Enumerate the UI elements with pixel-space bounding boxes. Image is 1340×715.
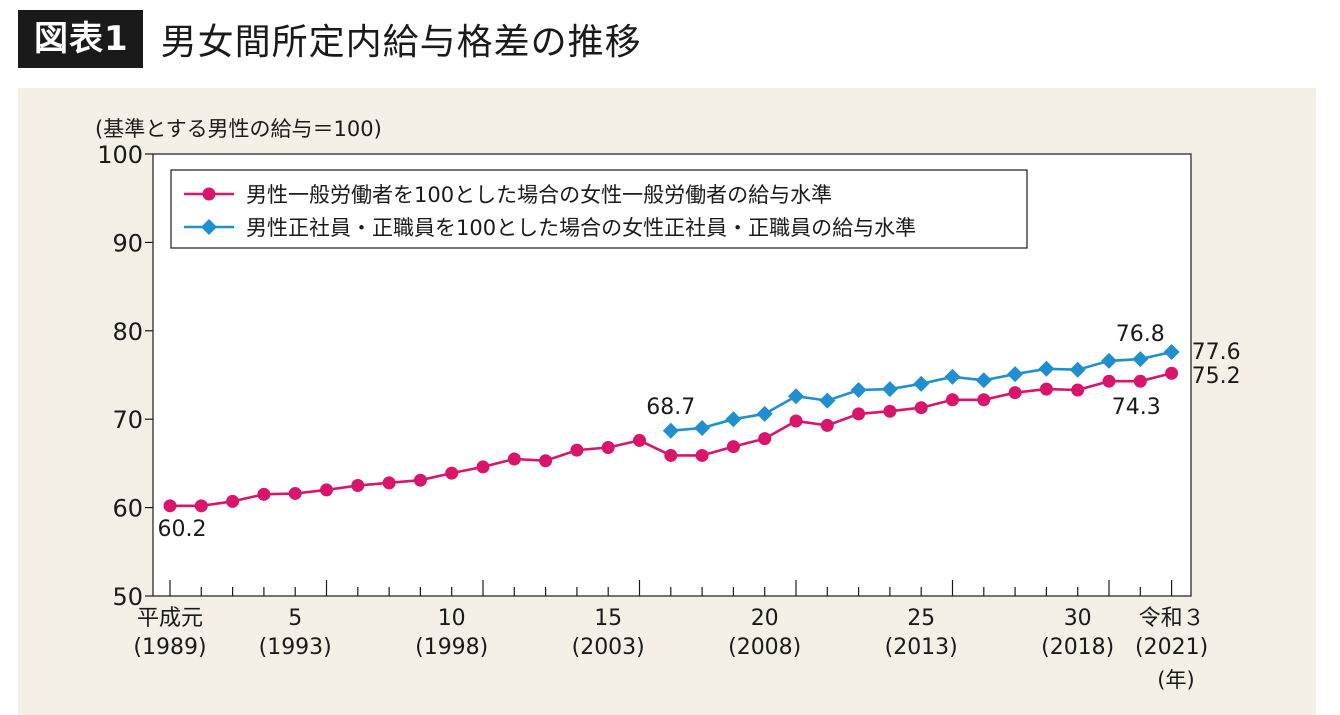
x-tick-label-year: (2008) (728, 635, 801, 660)
data-point-female-regular (975, 372, 992, 389)
x-tick-label: 5 (288, 606, 302, 631)
data-point-female-general (476, 460, 490, 474)
y-tick-label: 80 (112, 318, 143, 346)
data-label: 75.2 (1192, 364, 1241, 389)
data-point-female-general (883, 404, 897, 418)
data-point-female-general (226, 494, 240, 508)
x-tick-label: 令和３ (1139, 606, 1205, 631)
x-tick-label: 25 (907, 606, 935, 631)
data-point-female-general (1039, 382, 1053, 396)
legend-box (170, 169, 1028, 249)
data-point-female-general (320, 483, 333, 497)
data-label: 76.8 (1116, 322, 1165, 347)
x-tick-label: 20 (751, 606, 779, 631)
data-point-female-general (539, 454, 553, 468)
data-point-female-general (946, 393, 959, 407)
x-tick-label: 平成元 (137, 606, 203, 631)
y-tick-label: 70 (112, 406, 143, 434)
x-tick-label-year: (1989) (133, 635, 206, 660)
x-tick-label: 30 (1064, 606, 1092, 631)
data-point-female-regular (913, 375, 930, 392)
data-point-female-general (163, 499, 177, 513)
data-point-female-regular (1069, 361, 1086, 378)
data-point-female-regular (881, 381, 898, 398)
data-point-female-general (194, 499, 208, 513)
data-point-female-general (445, 466, 459, 480)
data-point-female-regular (756, 405, 773, 422)
y-tick-label: 60 (112, 495, 143, 523)
data-point-female-regular (1007, 366, 1024, 383)
data-point-female-general (601, 440, 615, 454)
data-label: 68.7 (646, 395, 695, 420)
data-point-female-general (382, 476, 396, 490)
data-label: 74.3 (1112, 395, 1161, 420)
x-tick-label-year: (1993) (259, 635, 332, 660)
x-tick-label-year: (2013) (885, 635, 958, 660)
y-axis-label: (基準とする男性の給与＝100) (95, 117, 382, 141)
data-point-female-general (633, 433, 646, 447)
data-point-female-regular (1132, 351, 1149, 368)
x-tick-label-year: (2018) (1041, 635, 1114, 660)
data-point-female-general (1133, 374, 1147, 388)
data-label: 60.2 (158, 517, 207, 542)
y-tick-label: 90 (112, 229, 143, 257)
x-tick-label: 10 (438, 606, 466, 631)
data-point-female-general (507, 452, 521, 466)
data-point-female-regular (662, 422, 679, 439)
data-point-female-regular (1101, 352, 1117, 369)
data-point-female-regular (944, 368, 961, 385)
figure-header: 図表1 男女間所定内給与格差の推移 (18, 10, 642, 68)
data-point-female-general (852, 407, 866, 421)
data-point-female-general (257, 487, 271, 501)
data-point-female-general (664, 448, 678, 462)
data-point-female-general (413, 473, 427, 487)
data-point-female-regular (819, 392, 836, 409)
data-point-female-general (1102, 374, 1116, 388)
data-point-female-regular (1163, 344, 1180, 361)
x-tick-label-year: (2021) (1135, 635, 1208, 660)
legend-label-female-regular: 男性正社員・正職員を100とした場合の女性正社員・正職員の給与水準 (246, 216, 916, 240)
x-tick-label-year: (1998) (415, 635, 488, 660)
data-point-female-general (351, 479, 365, 492)
x-axis-unit: (年) (1157, 668, 1194, 692)
legend-marker-female-regular (201, 219, 217, 235)
data-point-female-general (726, 440, 740, 454)
data-point-female-general (914, 401, 928, 415)
data-point-female-regular (694, 420, 711, 437)
legend-label-female-general: 男性一般労働者を100とした場合の女性一般労働者の給与水準 (246, 183, 832, 207)
x-tick-label-year: (2003) (572, 635, 645, 660)
data-point-female-general (1008, 386, 1022, 400)
figure-title: 男女間所定内給与格差の推移 (160, 22, 642, 63)
data-point-female-regular (725, 411, 742, 428)
data-point-female-regular (1038, 360, 1055, 377)
y-tick-label: 100 (97, 141, 143, 169)
y-tick-label: 50 (112, 583, 143, 611)
data-point-female-regular (788, 388, 804, 405)
data-point-female-general (695, 448, 709, 462)
data-point-female-general (758, 432, 772, 446)
data-point-female-general (789, 414, 803, 428)
data-point-female-general (1071, 383, 1085, 397)
data-point-female-general (570, 443, 584, 457)
data-point-female-general (1165, 366, 1179, 380)
legend-marker-female-general (202, 187, 216, 201)
x-tick-label: 15 (594, 606, 622, 631)
data-label: 77.6 (1192, 340, 1241, 365)
data-point-female-regular (850, 382, 867, 399)
data-point-female-general (977, 393, 991, 407)
figure-badge: 図表1 (18, 10, 143, 68)
data-point-female-general (288, 486, 302, 500)
data-point-female-general (820, 418, 834, 432)
